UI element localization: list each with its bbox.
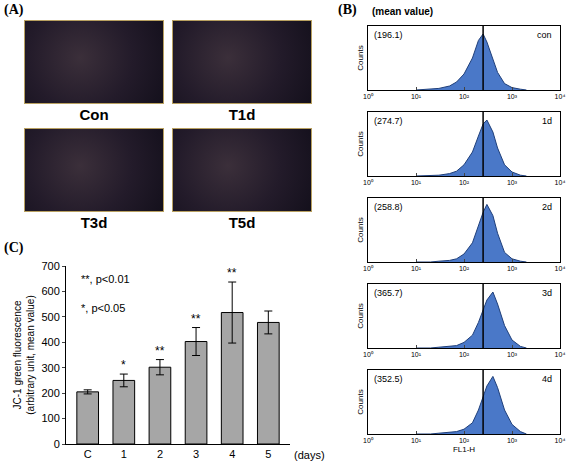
svg-text:10³: 10³ [507,437,518,444]
svg-text:500: 500 [41,311,59,323]
svg-text:4d: 4d [542,374,552,384]
svg-text:10⁴: 10⁴ [555,179,566,186]
svg-text:1: 1 [121,448,127,460]
html-text:(C): (C) [4,240,24,255]
svg-text:10¹: 10¹ [411,351,422,358]
html-text:T5d: T5d [228,214,256,231]
svg-text:JC-1 green fluorescence(arbitr: JC-1 green fluorescence(arbitrary unit, … [12,295,36,415]
svg-text:3: 3 [193,448,199,460]
svg-text:10³: 10³ [507,265,518,272]
svg-text:10⁴: 10⁴ [555,265,566,272]
svg-text:300: 300 [41,362,59,374]
svg-text:10²: 10² [459,437,470,444]
html-text:Con: Con [79,106,109,123]
svg-text:10⁰: 10⁰ [363,265,374,272]
svg-text:400: 400 [41,336,59,348]
svg-text:con: con [537,30,552,40]
html-text:T1d: T1d [228,106,256,123]
svg-text:600: 600 [41,285,59,297]
svg-text:**, p<0.01*, p<0.05: **, p<0.01*, p<0.05 [81,273,130,314]
svg-text:**: ** [155,344,165,358]
svg-text:**: ** [191,312,201,326]
svg-text:Counts: Counts [356,303,365,328]
svg-text:10³: 10³ [507,93,518,100]
svg-text:Counts: Counts [356,217,365,242]
svg-text:2d: 2d [542,202,552,212]
svg-text:700: 700 [41,260,59,272]
svg-text:0: 0 [54,438,60,450]
svg-text:10²: 10² [459,351,470,358]
svg-text:10¹: 10¹ [411,93,422,100]
svg-text:10⁰: 10⁰ [363,179,374,186]
svg-text:100: 100 [41,412,59,424]
svg-text:*: * [121,358,126,372]
svg-text:10¹: 10¹ [411,265,422,272]
svg-text:Counts: Counts [356,389,365,414]
svg-text:4: 4 [229,448,235,460]
html-text:(mean value): (mean value) [372,6,434,17]
svg-text:10³: 10³ [507,179,518,186]
svg-text:10²: 10² [459,93,470,100]
svg-text:10⁰: 10⁰ [363,351,374,358]
svg-text:2: 2 [157,448,163,460]
svg-text:10²: 10² [459,265,470,272]
svg-text:10¹: 10¹ [411,437,422,444]
html-text:(B): (B) [338,2,357,17]
svg-text:(365.7): (365.7) [374,288,403,298]
svg-text:(274.7): (274.7) [374,116,403,126]
svg-text:(258.8): (258.8) [374,202,403,212]
svg-text:(352.5): (352.5) [374,374,403,384]
svg-text:**: ** [227,266,237,280]
svg-text:(196.1): (196.1) [374,30,403,40]
svg-text:10⁴: 10⁴ [555,351,566,358]
svg-text:3d: 3d [542,288,552,298]
svg-text:10²: 10² [459,179,470,186]
svg-text:(days): (days) [294,449,325,461]
svg-text:10³: 10³ [507,351,518,358]
svg-text:10⁰: 10⁰ [363,437,374,444]
svg-text:Counts: Counts [356,131,365,156]
svg-text:1d: 1d [542,116,552,126]
svg-text:Counts: Counts [356,45,365,70]
svg-text:10¹: 10¹ [411,179,422,186]
html-text:T3d: T3d [80,214,108,231]
svg-text:200: 200 [41,387,59,399]
svg-text:10⁰: 10⁰ [363,93,374,100]
html-text:(A): (A) [4,2,24,17]
svg-text:10⁴: 10⁴ [555,437,566,444]
svg-text:5: 5 [265,448,271,460]
svg-text:FL1-H: FL1-H [453,445,475,454]
svg-text:10⁴: 10⁴ [555,93,566,100]
svg-text:C: C [84,448,92,460]
